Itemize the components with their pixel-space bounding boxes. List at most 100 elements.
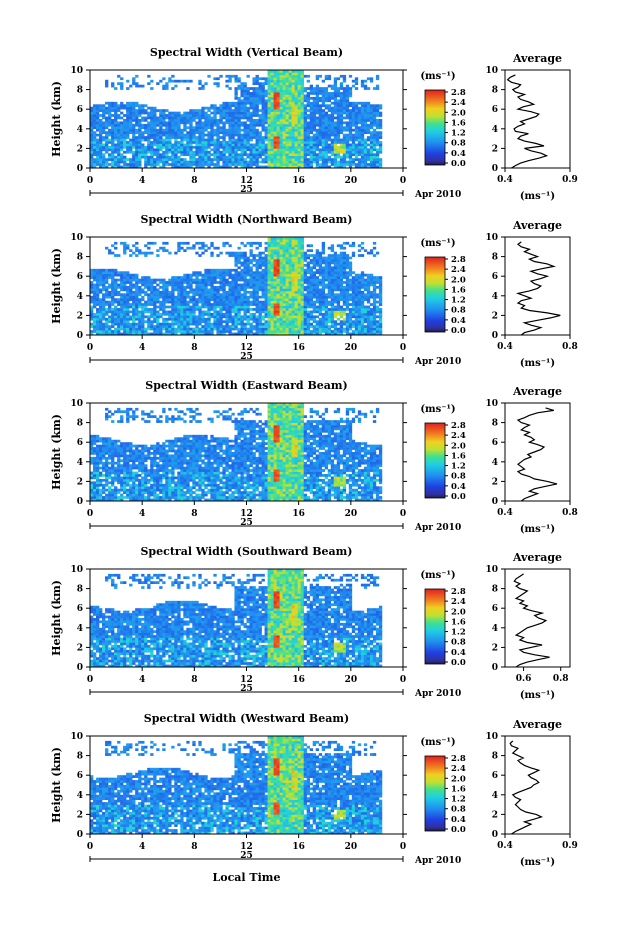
heatmap-cell [102,288,106,292]
heatmap-cell [324,126,329,130]
heatmap-cell [165,298,169,301]
heatmap-cell [141,317,145,321]
heatmap-cell [291,136,295,139]
heatmap-cell [237,259,241,262]
heatmap-cell [93,300,97,304]
heatmap-cell [162,84,166,88]
heatmap-cell [279,138,283,142]
heatmap-cell [150,158,154,161]
heatmap-cell [300,300,304,304]
heatmap-cell [183,281,187,284]
heatmap-cell [249,114,253,117]
heatmap-cell [204,148,208,152]
x-tick-label: 4 [139,176,145,186]
heatmap-cell [240,123,244,127]
heatmap-cell [303,89,307,93]
heatmap-cell [213,116,217,120]
heatmap-cell [231,155,235,159]
heatmap-cell [288,111,292,115]
heatmap-cell [348,94,353,98]
heatmap-cell [303,136,307,139]
heatmap-cell [297,87,301,90]
heatmap-cell [216,165,220,169]
heatmap-cell [210,278,214,282]
heatmap-cell [120,276,124,279]
heatmap-cell [252,273,256,277]
heatmap-cell [357,136,362,139]
heatmap-cell [294,256,298,260]
heatmap-cell [312,158,317,161]
heatmap-cell [138,104,142,108]
heatmap-cell [255,111,259,115]
heatmap-cell [231,126,235,130]
heatmap-cell [111,276,115,279]
heatmap-cell [318,268,323,272]
heatmap-cell [111,109,115,112]
heatmap-cell [354,133,359,137]
heatmap-cell [294,298,298,301]
heatmap-cell [129,150,133,154]
heatmap-cell [183,148,187,152]
heatmap-cell [114,126,118,130]
heatmap-cell [168,116,172,120]
heatmap-cell [201,138,205,142]
heatmap-cell [192,295,196,299]
heatmap-cell [270,237,274,240]
heatmap-cell [309,268,314,272]
heatmap-cell [339,131,344,134]
heatmap-cell [372,163,377,166]
heatmap-cell [348,116,353,120]
heatmap-cell [273,87,277,90]
heatmap-cell [189,155,193,159]
heatmap-cell [198,273,202,277]
heatmap-cell [114,128,118,132]
heatmap-cell [153,136,157,139]
heatmap-cell [273,92,277,95]
heatmap-cell [297,163,301,166]
heatmap-cell [237,256,241,260]
heatmap-cell [306,153,310,157]
heatmap-cell [126,131,130,134]
heatmap-cell [96,271,100,275]
heatmap-cell [93,293,97,297]
heatmap-cell [246,111,250,115]
heatmap-cell [243,327,247,331]
heatmap-cell [291,106,295,110]
heatmap-cell [246,165,250,169]
heatmap-cell [264,325,268,328]
x-tick-label: 12 [240,176,253,186]
heatmap-cell [192,109,196,112]
heatmap-cell [342,160,347,164]
heatmap-cell [129,303,133,306]
heatmap-cell [285,312,289,316]
heatmap-cell [132,123,136,127]
heatmap-cell [267,104,271,108]
y-axis-label: Height (km) [50,248,63,324]
heatmap-cell [348,148,353,152]
heatmap-cell [273,308,277,311]
heatmap-cell [90,312,94,316]
heatmap-cell [165,312,169,316]
heatmap-cell [309,141,314,144]
heatmap-cell [255,109,259,112]
heatmap-cell [258,256,262,260]
heatmap-cell [285,104,289,108]
heatmap-cell [195,111,199,115]
heatmap-cell [264,92,268,95]
heatmap-cell [105,327,109,331]
heatmap-cell [126,109,130,112]
heatmap-cell [270,72,274,76]
heatmap-cell [201,332,205,336]
heatmap-cell [183,308,187,311]
heatmap-cell [339,158,344,161]
heatmap-cell [273,278,277,282]
heatmap-cell [177,160,181,164]
heatmap-cell [315,133,320,137]
heatmap-cell [210,290,214,294]
heatmap-cell [342,79,347,83]
heatmap-cell [276,271,280,275]
heatmap-cell [267,271,271,275]
heatmap-cell [231,315,235,319]
heatmap-cell [255,288,259,292]
heatmap-cell [192,271,196,275]
